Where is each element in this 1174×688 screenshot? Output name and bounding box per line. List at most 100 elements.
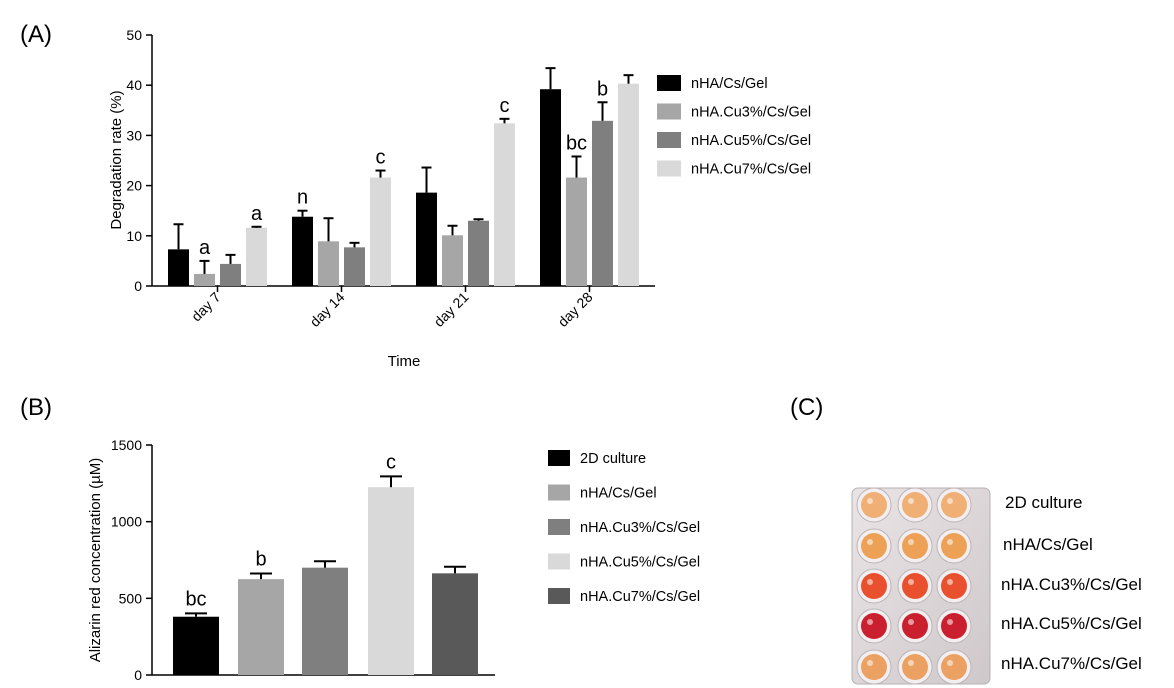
x-tick-label: day 14 (307, 289, 348, 330)
well-liquid (902, 654, 928, 680)
legend-swatch (548, 588, 570, 604)
well-liquid (941, 613, 967, 639)
bar (368, 487, 414, 675)
legend-label: 2D culture (580, 451, 646, 467)
photo-c-well-plate: 2D culture nHA/Cs/Gel nHA.Cu3%/Cs/Gel nHA.C… (851, 487, 1142, 685)
well-highlight (867, 498, 873, 504)
well-liquid (902, 492, 928, 518)
well-liquid (902, 573, 928, 599)
y-axis-title: Degradation rate (%) (108, 90, 125, 229)
bar (344, 247, 365, 286)
chart-a-degradation: 0 10 20 30 40 50 a a day 7 n c day 14 c day 21 bc b day … (108, 27, 811, 370)
significance-label: b (597, 78, 608, 100)
well-liquid (941, 533, 967, 559)
bar (432, 573, 478, 675)
well-liquid (861, 613, 887, 639)
well-liquid (941, 492, 967, 518)
well-highlight (947, 579, 953, 585)
y-tick-label: 500 (119, 590, 143, 606)
x-tick-label: day 21 (431, 289, 472, 330)
well-highlight (908, 539, 914, 545)
legend-swatch (657, 75, 681, 91)
significance-label: c (376, 147, 386, 169)
photo-row-label: nHA.Cu3%/Cs/Gel (1001, 575, 1142, 594)
panel-label-c: (C) (790, 394, 823, 421)
well-highlight (867, 579, 873, 585)
significance-label: c (386, 451, 396, 473)
x-axis-title: Time (388, 353, 421, 370)
panel-label-a: (A) (20, 21, 52, 48)
photo-row-label: nHA/Cs/Gel (1003, 535, 1093, 554)
well-highlight (867, 660, 873, 666)
well-highlight (908, 619, 914, 625)
bar (494, 123, 515, 287)
legend-swatch (657, 103, 681, 120)
bar (168, 249, 189, 286)
y-tick-label: 40 (126, 77, 142, 93)
y-tick-label: 10 (126, 228, 142, 244)
bar (566, 177, 587, 286)
well-liquid (941, 573, 967, 599)
y-tick-label: 1500 (111, 437, 142, 453)
legend-swatch (548, 553, 570, 570)
y-tick-label: 20 (126, 178, 142, 194)
legend-swatch (548, 450, 570, 466)
well-liquid (861, 654, 887, 680)
bar (592, 120, 613, 286)
well-liquid (861, 573, 887, 599)
legend-label: nHA/Cs/Gel (691, 76, 768, 92)
well-highlight (908, 498, 914, 504)
significance-label: n (297, 187, 308, 209)
bar (370, 177, 391, 286)
well-liquid (941, 654, 967, 680)
legend-label: nHA.Cu3%/Cs/Gel (580, 520, 700, 536)
bar (292, 216, 313, 286)
bar (173, 616, 219, 675)
significance-label: b (255, 548, 266, 570)
bar (238, 579, 284, 675)
legend-label: nHA.Cu5%/Cs/Gel (580, 555, 700, 571)
significance-label: a (199, 237, 211, 259)
panel-label-b: (B) (20, 394, 52, 421)
y-tick-label: 50 (126, 27, 142, 43)
bar (540, 89, 561, 286)
legend-label: nHA.Cu7%/Cs/Gel (691, 162, 811, 178)
legend-label: nHA.Cu7%/Cs/Gel (580, 589, 700, 605)
significance-label: bc (566, 132, 587, 154)
legend-label: nHA.Cu5%/Cs/Gel (691, 133, 811, 149)
y-tick-label: 0 (134, 667, 142, 683)
well-highlight (908, 660, 914, 666)
well-highlight (947, 660, 953, 666)
legend-label: nHA/Cs/Gel (580, 486, 657, 502)
well-liquid (861, 492, 887, 518)
bar (194, 273, 215, 286)
well-liquid (902, 533, 928, 559)
x-tick-label: day 7 (188, 289, 224, 325)
y-tick-label: 1000 (111, 514, 142, 530)
bar (318, 241, 339, 286)
photo-row-label: nHA.Cu7%/Cs/Gel (1001, 654, 1142, 673)
well-highlight (867, 619, 873, 625)
legend-swatch (548, 519, 570, 535)
well-highlight (908, 579, 914, 585)
photo-row-label: nHA.Cu5%/Cs/Gel (1001, 614, 1142, 633)
well-liquid (861, 533, 887, 559)
bar (468, 220, 489, 286)
well-highlight (867, 539, 873, 545)
y-tick-label: 30 (126, 127, 142, 143)
y-axis-title: Alizarin red concentration (µM) (87, 458, 104, 663)
significance-label: a (251, 203, 263, 225)
legend-label: nHA.Cu3%/Cs/Gel (691, 105, 811, 121)
well-highlight (947, 498, 953, 504)
legend-swatch (548, 484, 570, 501)
bar (220, 263, 241, 286)
significance-label: c (500, 95, 510, 117)
legend-swatch (657, 160, 681, 177)
x-tick-label: day 28 (555, 289, 596, 330)
bar (618, 83, 639, 286)
bar (302, 567, 348, 675)
y-tick-label: 0 (134, 278, 142, 294)
bar (442, 235, 463, 286)
